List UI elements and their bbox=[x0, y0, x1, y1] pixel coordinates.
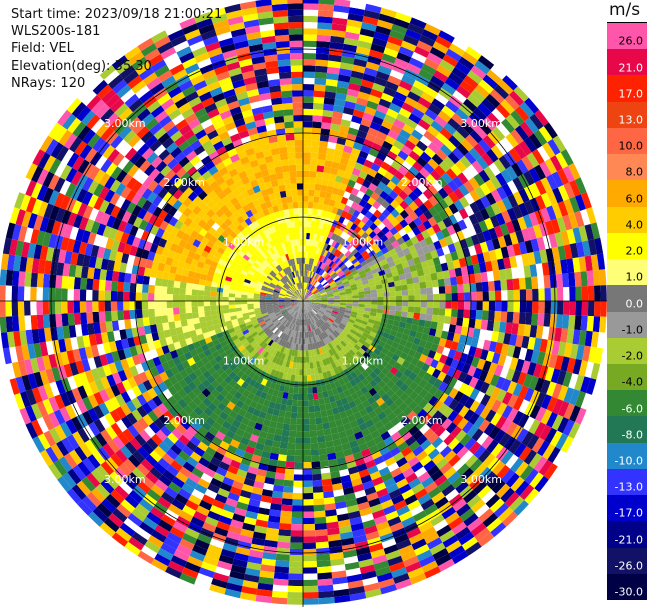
colorbar-tick-label: 2.0 bbox=[625, 244, 644, 258]
range-ring-labels: 1.00km 1.00km 1.00km 1.00km 2.00km 2.00km 2.00… bbox=[104, 117, 502, 486]
colorbar-segment bbox=[607, 363, 647, 391]
range-ring-label: 1.00km bbox=[223, 236, 265, 249]
range-rings bbox=[0, 0, 609, 607]
range-ring-label: 3.00km bbox=[104, 473, 146, 486]
colorbar-tick-label: 26.0 bbox=[618, 34, 644, 48]
colorbar-segment bbox=[607, 285, 647, 312]
colorbar-segment bbox=[607, 154, 647, 181]
colorbar-tick-label: -1.0 bbox=[621, 323, 643, 337]
colorbar-tick-label: -30.0 bbox=[614, 585, 643, 599]
colorbar-segment bbox=[607, 75, 647, 103]
instrument-text: WLS200s-181 bbox=[11, 24, 101, 40]
nrays-text: NRays: 120 bbox=[11, 75, 86, 91]
range-ring-label: 3.00km bbox=[460, 117, 502, 130]
colorbar-unit: m/s bbox=[609, 0, 641, 20]
colorbar-tick-label: 21.0 bbox=[618, 61, 644, 75]
colorbar-segment bbox=[607, 259, 647, 286]
range-ring-label: 2.00km bbox=[163, 414, 205, 427]
colorbar-tick-label: -21.0 bbox=[614, 533, 643, 547]
colorbar-segment bbox=[607, 468, 647, 496]
range-ring-label: 3.00km bbox=[460, 473, 502, 486]
colorbar-tick-label: 0.0 bbox=[625, 297, 644, 311]
colorbar-tick-label: -4.0 bbox=[621, 375, 643, 389]
colorbar-segment bbox=[607, 206, 647, 234]
colorbar-tick-label: -10.0 bbox=[614, 454, 643, 468]
colorbar-segment bbox=[607, 127, 647, 155]
colorbar-tick-label: 6.0 bbox=[625, 192, 644, 206]
range-ring-label: 3.00km bbox=[104, 117, 146, 130]
range-ring-label: 1.00km bbox=[342, 236, 384, 249]
colorbar-tick-label: -17.0 bbox=[614, 506, 643, 520]
scan-info: Start time: 2023/09/18 21:00:21 WLS200s-… bbox=[11, 6, 222, 92]
colorbar-tick-label: 13.0 bbox=[618, 113, 644, 127]
field-text: Field: VEL bbox=[11, 41, 74, 57]
range-ring-label: 1.00km bbox=[342, 354, 384, 367]
colorbar-tick-label: 10.0 bbox=[618, 139, 644, 153]
colorbar-segment bbox=[607, 101, 647, 129]
colorbar-tick-label: 1.0 bbox=[625, 270, 644, 284]
colorbar-segment bbox=[607, 23, 647, 50]
colorbar-segment bbox=[607, 337, 647, 365]
colorbar-tick-label: 4.0 bbox=[625, 218, 644, 232]
colorbar-segment bbox=[607, 547, 647, 575]
colorbar-tick-label: -6.0 bbox=[621, 402, 643, 416]
colorbar-segment bbox=[607, 495, 647, 522]
colorbar-tick-label: 8.0 bbox=[625, 165, 644, 179]
colorbar-segment bbox=[607, 416, 647, 444]
colorbar-segment bbox=[607, 521, 647, 549]
colorbar: 26.0 21.0 17.0 13.0 10.0 8.0 6.0 4.0 2.0 1.0 0.0 -1… bbox=[607, 22, 647, 601]
velocity-gates bbox=[0, 0, 607, 605]
colorbar-segment bbox=[607, 49, 647, 76]
colorbar-tick-label: -26.0 bbox=[614, 559, 643, 573]
elevation-text: Elevation(deg): 35.30 bbox=[11, 58, 152, 74]
colorbar-segment bbox=[607, 390, 647, 417]
range-ring-label: 2.00km bbox=[163, 176, 205, 189]
colorbar-tick-label: -13.0 bbox=[614, 480, 643, 494]
range-ring-label: 1.00km bbox=[223, 354, 265, 367]
colorbar-tick-label: 17.0 bbox=[618, 87, 644, 101]
colorbar-tick-label: -8.0 bbox=[621, 428, 643, 442]
start-time-text: Start time: 2023/09/18 21:00:21 bbox=[11, 7, 223, 22]
colorbar-segment bbox=[607, 442, 647, 470]
colorbar-segment bbox=[607, 180, 647, 208]
range-ring-label: 2.00km bbox=[401, 414, 443, 427]
colorbar-segment bbox=[607, 311, 647, 339]
colorbar-tick-label: -2.0 bbox=[621, 349, 643, 363]
colorbar-segment bbox=[607, 232, 647, 260]
range-ring-label: 2.00km bbox=[401, 176, 443, 189]
colorbar-segment bbox=[607, 573, 647, 601]
